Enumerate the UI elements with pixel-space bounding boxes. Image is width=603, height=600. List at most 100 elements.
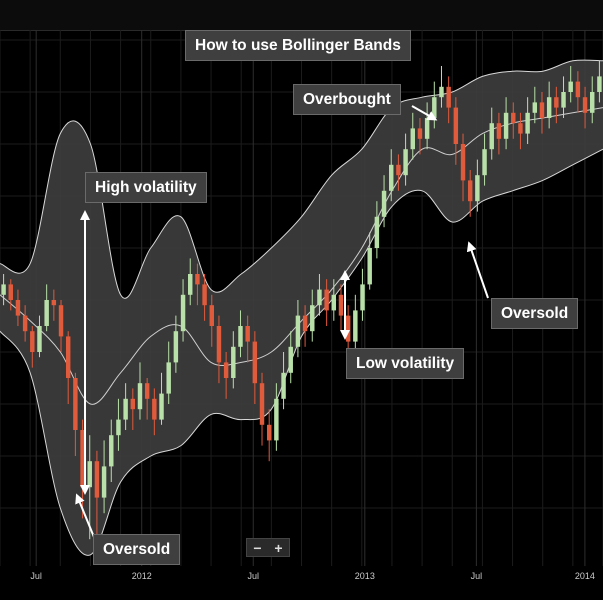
candle	[238, 310, 243, 358]
candle-body	[324, 289, 329, 311]
candle-body	[511, 112, 516, 124]
x-tick-label: Jul	[247, 571, 260, 581]
candle-body	[582, 97, 588, 113]
candle	[482, 133, 487, 186]
candle	[259, 372, 265, 446]
candle	[1, 274, 6, 306]
candle-body	[209, 305, 214, 326]
candle	[274, 383, 279, 451]
candle-body	[274, 398, 279, 441]
x-tick-label: Jul	[470, 571, 483, 581]
candle	[245, 315, 250, 363]
candle	[166, 341, 171, 404]
zoom-in-button[interactable]: +	[274, 539, 283, 556]
candle-body	[338, 294, 344, 316]
candle-body	[266, 424, 272, 441]
candle-body	[130, 398, 136, 410]
candle	[202, 274, 207, 321]
candle-body	[489, 123, 494, 150]
candle-body	[546, 97, 552, 118]
candle-body	[137, 383, 143, 410]
overbought-label: Overbought	[293, 84, 401, 115]
zoom-out-button[interactable]: −	[253, 539, 262, 556]
candle	[353, 294, 358, 352]
candle	[410, 112, 415, 160]
candle-body	[44, 300, 49, 326]
middle-band	[0, 107, 603, 405]
candle	[22, 305, 28, 342]
candle-body	[539, 102, 545, 118]
candle	[223, 352, 229, 399]
candle	[116, 398, 121, 451]
candle	[403, 133, 408, 186]
candle-body	[467, 180, 473, 202]
candle-body	[446, 86, 451, 108]
candle-body	[231, 346, 236, 378]
candle	[288, 331, 293, 384]
candle-body	[223, 362, 229, 378]
candle-body	[116, 419, 121, 436]
candle-body	[475, 175, 480, 202]
candle-body	[482, 149, 487, 176]
candle-body	[367, 248, 372, 285]
candle	[511, 102, 516, 139]
candle	[8, 279, 13, 311]
candle-body	[410, 128, 415, 150]
x-axis: Jul 2012 Jul 2013 Jul 2014	[0, 566, 603, 600]
candle-body	[73, 378, 78, 430]
candle-body	[202, 284, 207, 306]
candle-body	[597, 76, 602, 92]
candle-body	[188, 274, 193, 295]
candle	[266, 409, 272, 462]
candle	[37, 315, 42, 358]
candle-body	[109, 435, 114, 467]
candle	[310, 289, 315, 342]
candle	[324, 279, 329, 326]
candle	[195, 263, 200, 306]
candle-body	[460, 144, 466, 181]
candle-body	[396, 164, 401, 176]
candle	[123, 383, 128, 430]
candle	[561, 76, 566, 118]
candle	[317, 274, 322, 316]
candle	[475, 159, 480, 212]
candle-body	[144, 383, 150, 399]
candle	[231, 331, 236, 389]
candle-body	[525, 112, 530, 134]
candle-body	[295, 315, 301, 347]
candle-body	[439, 86, 444, 98]
candle	[252, 331, 258, 404]
candle-body	[310, 305, 315, 332]
candle	[568, 66, 573, 103]
candle	[467, 170, 473, 217]
candle-body	[503, 112, 509, 139]
candle	[130, 388, 136, 430]
candle	[331, 279, 337, 321]
candle	[432, 81, 437, 129]
candle-body	[87, 461, 92, 488]
candle-body	[424, 118, 430, 139]
candle-body	[453, 107, 459, 144]
candle-body	[238, 326, 243, 347]
candle	[367, 232, 372, 290]
candle	[518, 112, 523, 150]
candle-body	[30, 331, 35, 352]
overbought-arrow	[411, 105, 438, 121]
candle	[396, 154, 401, 191]
candle-body	[575, 81, 581, 98]
candle-body	[496, 123, 502, 139]
candle-body	[381, 190, 387, 217]
candle-body	[288, 346, 293, 373]
candle-body	[37, 326, 42, 352]
candle-body	[554, 97, 559, 108]
candle	[582, 86, 588, 129]
candle	[302, 305, 308, 347]
candle	[173, 315, 179, 373]
candle-body	[331, 294, 337, 311]
zoom-control: − +	[246, 538, 290, 557]
candle-body	[216, 326, 222, 363]
candle	[51, 289, 57, 321]
candle-body	[101, 466, 107, 498]
x-tick-label: Jul	[30, 571, 42, 581]
candle-body	[173, 331, 179, 363]
